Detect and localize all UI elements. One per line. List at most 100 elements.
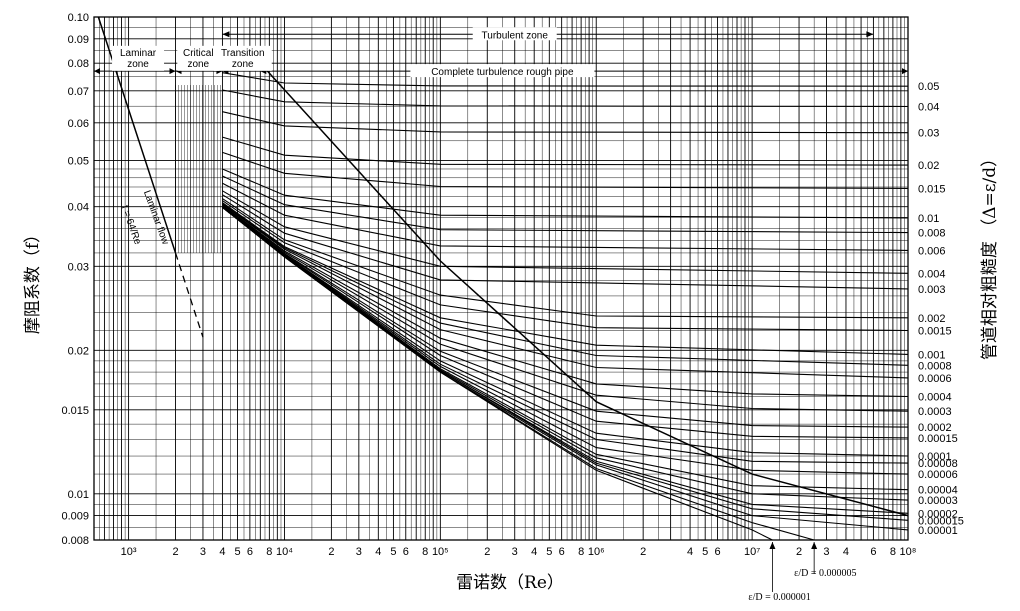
curve-0.00015 xyxy=(222,205,909,439)
curve-0.0001 xyxy=(222,206,909,457)
roughness-label: 0.04 xyxy=(918,102,939,114)
curve-0.0006 xyxy=(222,203,909,379)
arrow-head xyxy=(866,31,874,38)
x-tick-label: 10⁷ xyxy=(744,546,760,558)
roughness-curves xyxy=(222,72,909,541)
roughness-label: 0.002 xyxy=(918,313,946,325)
plot-border xyxy=(93,16,909,541)
critical-zone-label-line2: zone xyxy=(187,59,209,70)
x-tick-label: 3 xyxy=(823,546,829,558)
x-tick-label: 10³ xyxy=(121,546,137,558)
complete-turbulence-label: Complete turbulence rough pipe xyxy=(431,67,574,78)
curve-0.001 xyxy=(222,202,909,355)
y-axis-title: 摩阻系数（f） xyxy=(23,226,43,334)
curve-0.008 xyxy=(222,175,909,234)
roughness-label: 0.00002 xyxy=(918,508,958,520)
roughness-label: 0.015 xyxy=(918,183,946,195)
curve-0.015 xyxy=(222,151,909,189)
roughness-label: 0.0006 xyxy=(918,373,952,385)
arrow-head xyxy=(169,68,176,75)
roughness-label: 0.003 xyxy=(918,284,946,296)
y-tick-label: 0.009 xyxy=(61,511,89,523)
curve-0.004 xyxy=(222,190,909,274)
x-tick-label: 8 xyxy=(578,546,584,558)
turbulent-zone-label: Turbulent zone xyxy=(482,30,549,41)
eps-000005-label: ε/D = 0.000005 xyxy=(794,568,856,579)
roughness-label: 0.0004 xyxy=(918,391,952,403)
roughness-label: 0.001 xyxy=(918,349,946,361)
roughness-label: 0.00003 xyxy=(918,495,958,507)
y-tick-label: 0.06 xyxy=(68,118,89,130)
x-tick-label: 10⁶ xyxy=(588,546,605,558)
arrow-head xyxy=(94,68,100,75)
roughness-labels: 0.05 0.04 0.03 0.02 0.015 0.01 0.008 0.006 0.004… xyxy=(918,81,964,537)
x-tick-label: 3 xyxy=(200,546,206,558)
roughness-label: 0.008 xyxy=(918,228,946,240)
y-tick-label: 0.02 xyxy=(68,345,89,357)
x-tick-label: 2 xyxy=(328,546,334,558)
critical-zone-label-line1: Critical xyxy=(183,48,214,59)
laminar-zone-label-line1: Laminar xyxy=(120,48,157,59)
x-tick-label: 5 xyxy=(546,546,552,558)
curve-0.006 xyxy=(222,182,909,251)
x-tick-labels: 10³ 2 3 4 5 6 8 10⁴ 2 3 4 5 6 8 10⁵ 2 3 4 5 6 8 10⁶ 2 4 5 6 10⁷ 2 3 4… xyxy=(121,546,917,558)
roughness-label: 0.01 xyxy=(918,213,939,225)
x-tick-label: 3 xyxy=(356,546,362,558)
x-tick-label: 5 xyxy=(702,546,708,558)
y-tick-label: 0.10 xyxy=(68,12,89,24)
curve-0.0008 xyxy=(222,203,909,366)
y-tick-label: 0.08 xyxy=(68,58,89,70)
x-tick-label: 5 xyxy=(234,546,240,558)
x-tick-label: 2 xyxy=(640,546,646,558)
y-tick-label: 0.07 xyxy=(68,86,89,98)
transition-zone-label-line2: zone xyxy=(232,59,254,70)
x-tick-label: 6 xyxy=(403,546,409,558)
y-tick-label: 0.015 xyxy=(61,405,89,417)
roughness-label: 0.05 xyxy=(918,81,939,93)
x-tick-label: 8 xyxy=(266,546,272,558)
x-tick-label: 4 xyxy=(531,546,537,558)
curve-0.05 xyxy=(222,72,909,87)
curve-0.0004 xyxy=(222,204,909,398)
roughness-label: 0.00006 xyxy=(918,469,958,481)
x-tick-label: 6 xyxy=(870,546,876,558)
arrow-head xyxy=(222,31,230,38)
arrow-head xyxy=(902,68,908,75)
arrow-head xyxy=(811,542,818,549)
roughness-label: 0.00004 xyxy=(918,485,958,497)
curve-0.000001 xyxy=(222,206,773,541)
laminar-line-dashed xyxy=(174,252,204,338)
roughness-label: 0.004 xyxy=(918,268,946,280)
roughness-label: 0.006 xyxy=(918,245,946,257)
roughness-label: 0.0001 xyxy=(918,451,952,463)
eps-000001-label: ε/D = 0.000001 xyxy=(748,592,810,603)
critical-zone-hatch xyxy=(175,85,221,253)
x-tick-label: 3 xyxy=(512,546,518,558)
roughness-label: 0.0002 xyxy=(918,422,952,434)
curve-0.03 xyxy=(222,111,909,134)
curve-0.0003 xyxy=(222,205,909,412)
x-tick-label: 2 xyxy=(484,546,490,558)
x-tick-label: 8 xyxy=(422,546,428,558)
curve-0.04 xyxy=(222,89,909,108)
x-tick-label: 8 xyxy=(890,546,896,558)
y-tick-label: 0.09 xyxy=(68,34,89,46)
x-tick-label: 2 xyxy=(172,546,178,558)
curve-0.02 xyxy=(222,136,909,166)
y-tick-label: 0.05 xyxy=(68,156,89,168)
arrow-head xyxy=(769,542,776,549)
transition-zone-label-line1: Transition xyxy=(221,48,265,59)
x-tick-label: 5 xyxy=(390,546,396,558)
curve-0.00001 xyxy=(222,206,909,531)
x-tick-label: 6 xyxy=(714,546,720,558)
x-axis-title: 雷诺数（Re） xyxy=(456,573,564,593)
right-axis-title: 管道相对粗糙度 （Δ=ε/d） xyxy=(980,150,1000,360)
complete-turbulence-boundary xyxy=(259,62,909,517)
roughness-label: 0.0003 xyxy=(918,406,952,418)
curve-0.002 xyxy=(222,198,909,319)
x-tick-label: 6 xyxy=(559,546,565,558)
x-tick-label: 10⁸ xyxy=(900,546,917,558)
roughness-label: 0.0008 xyxy=(918,360,952,372)
curve-0.0015 xyxy=(222,200,909,332)
